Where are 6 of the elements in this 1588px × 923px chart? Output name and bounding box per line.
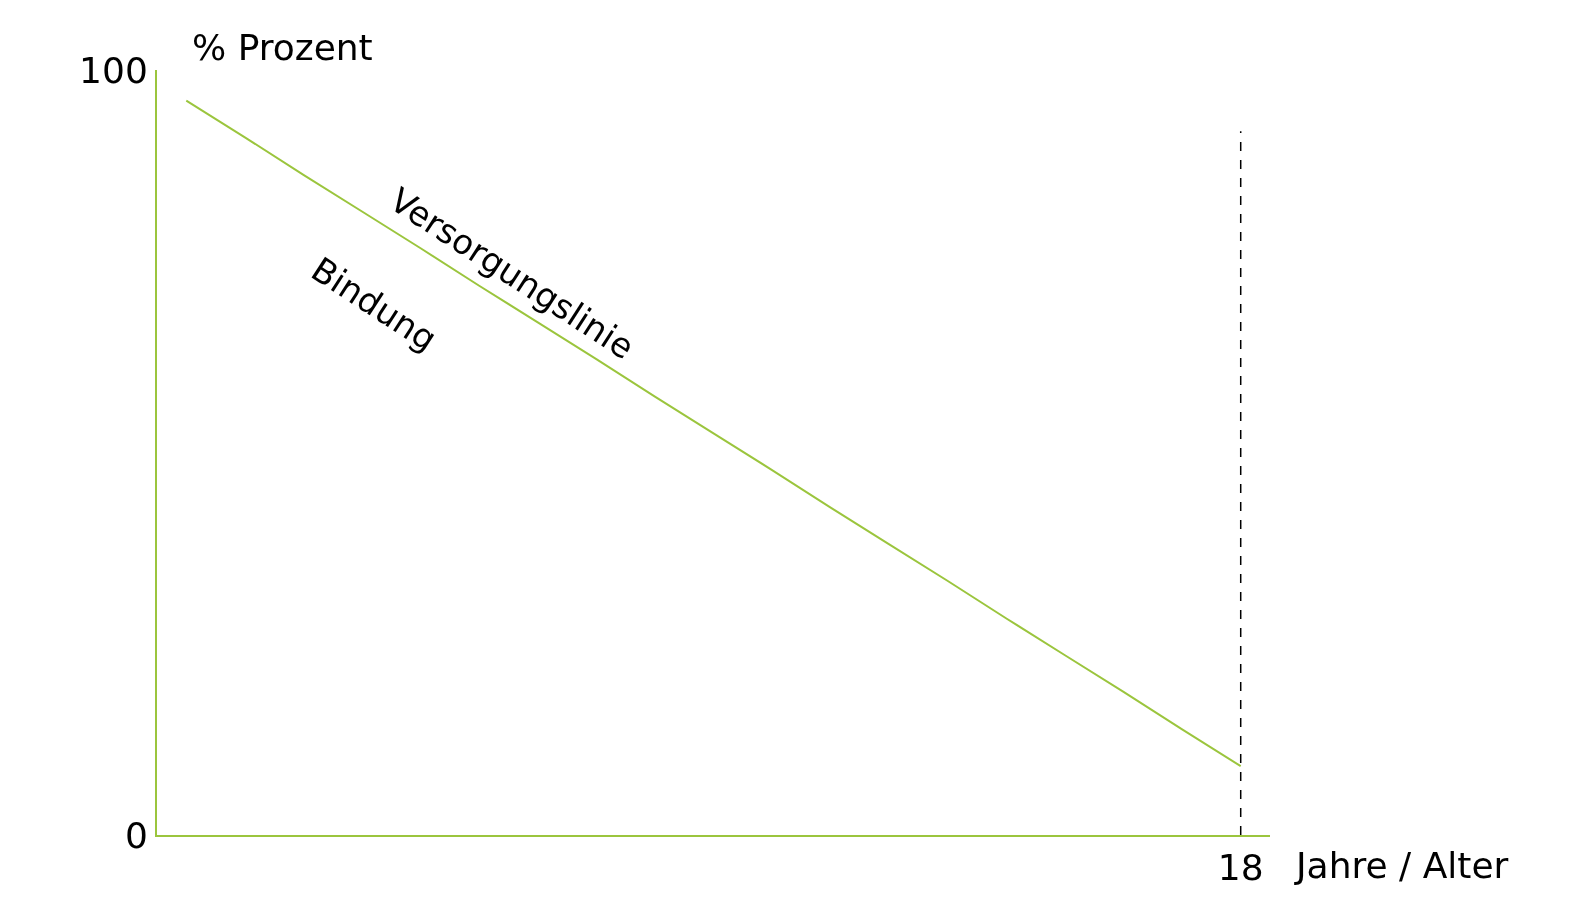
y-axis-title: % Prozent: [192, 27, 373, 68]
y-tick-label: 100: [79, 49, 148, 91]
x-axis-title: Jahre / Alter: [1294, 845, 1509, 886]
y-tick-label: 0: [124, 814, 148, 856]
line-series: [185, 99, 1242, 768]
x-tick-label: 18: [1217, 847, 1264, 889]
